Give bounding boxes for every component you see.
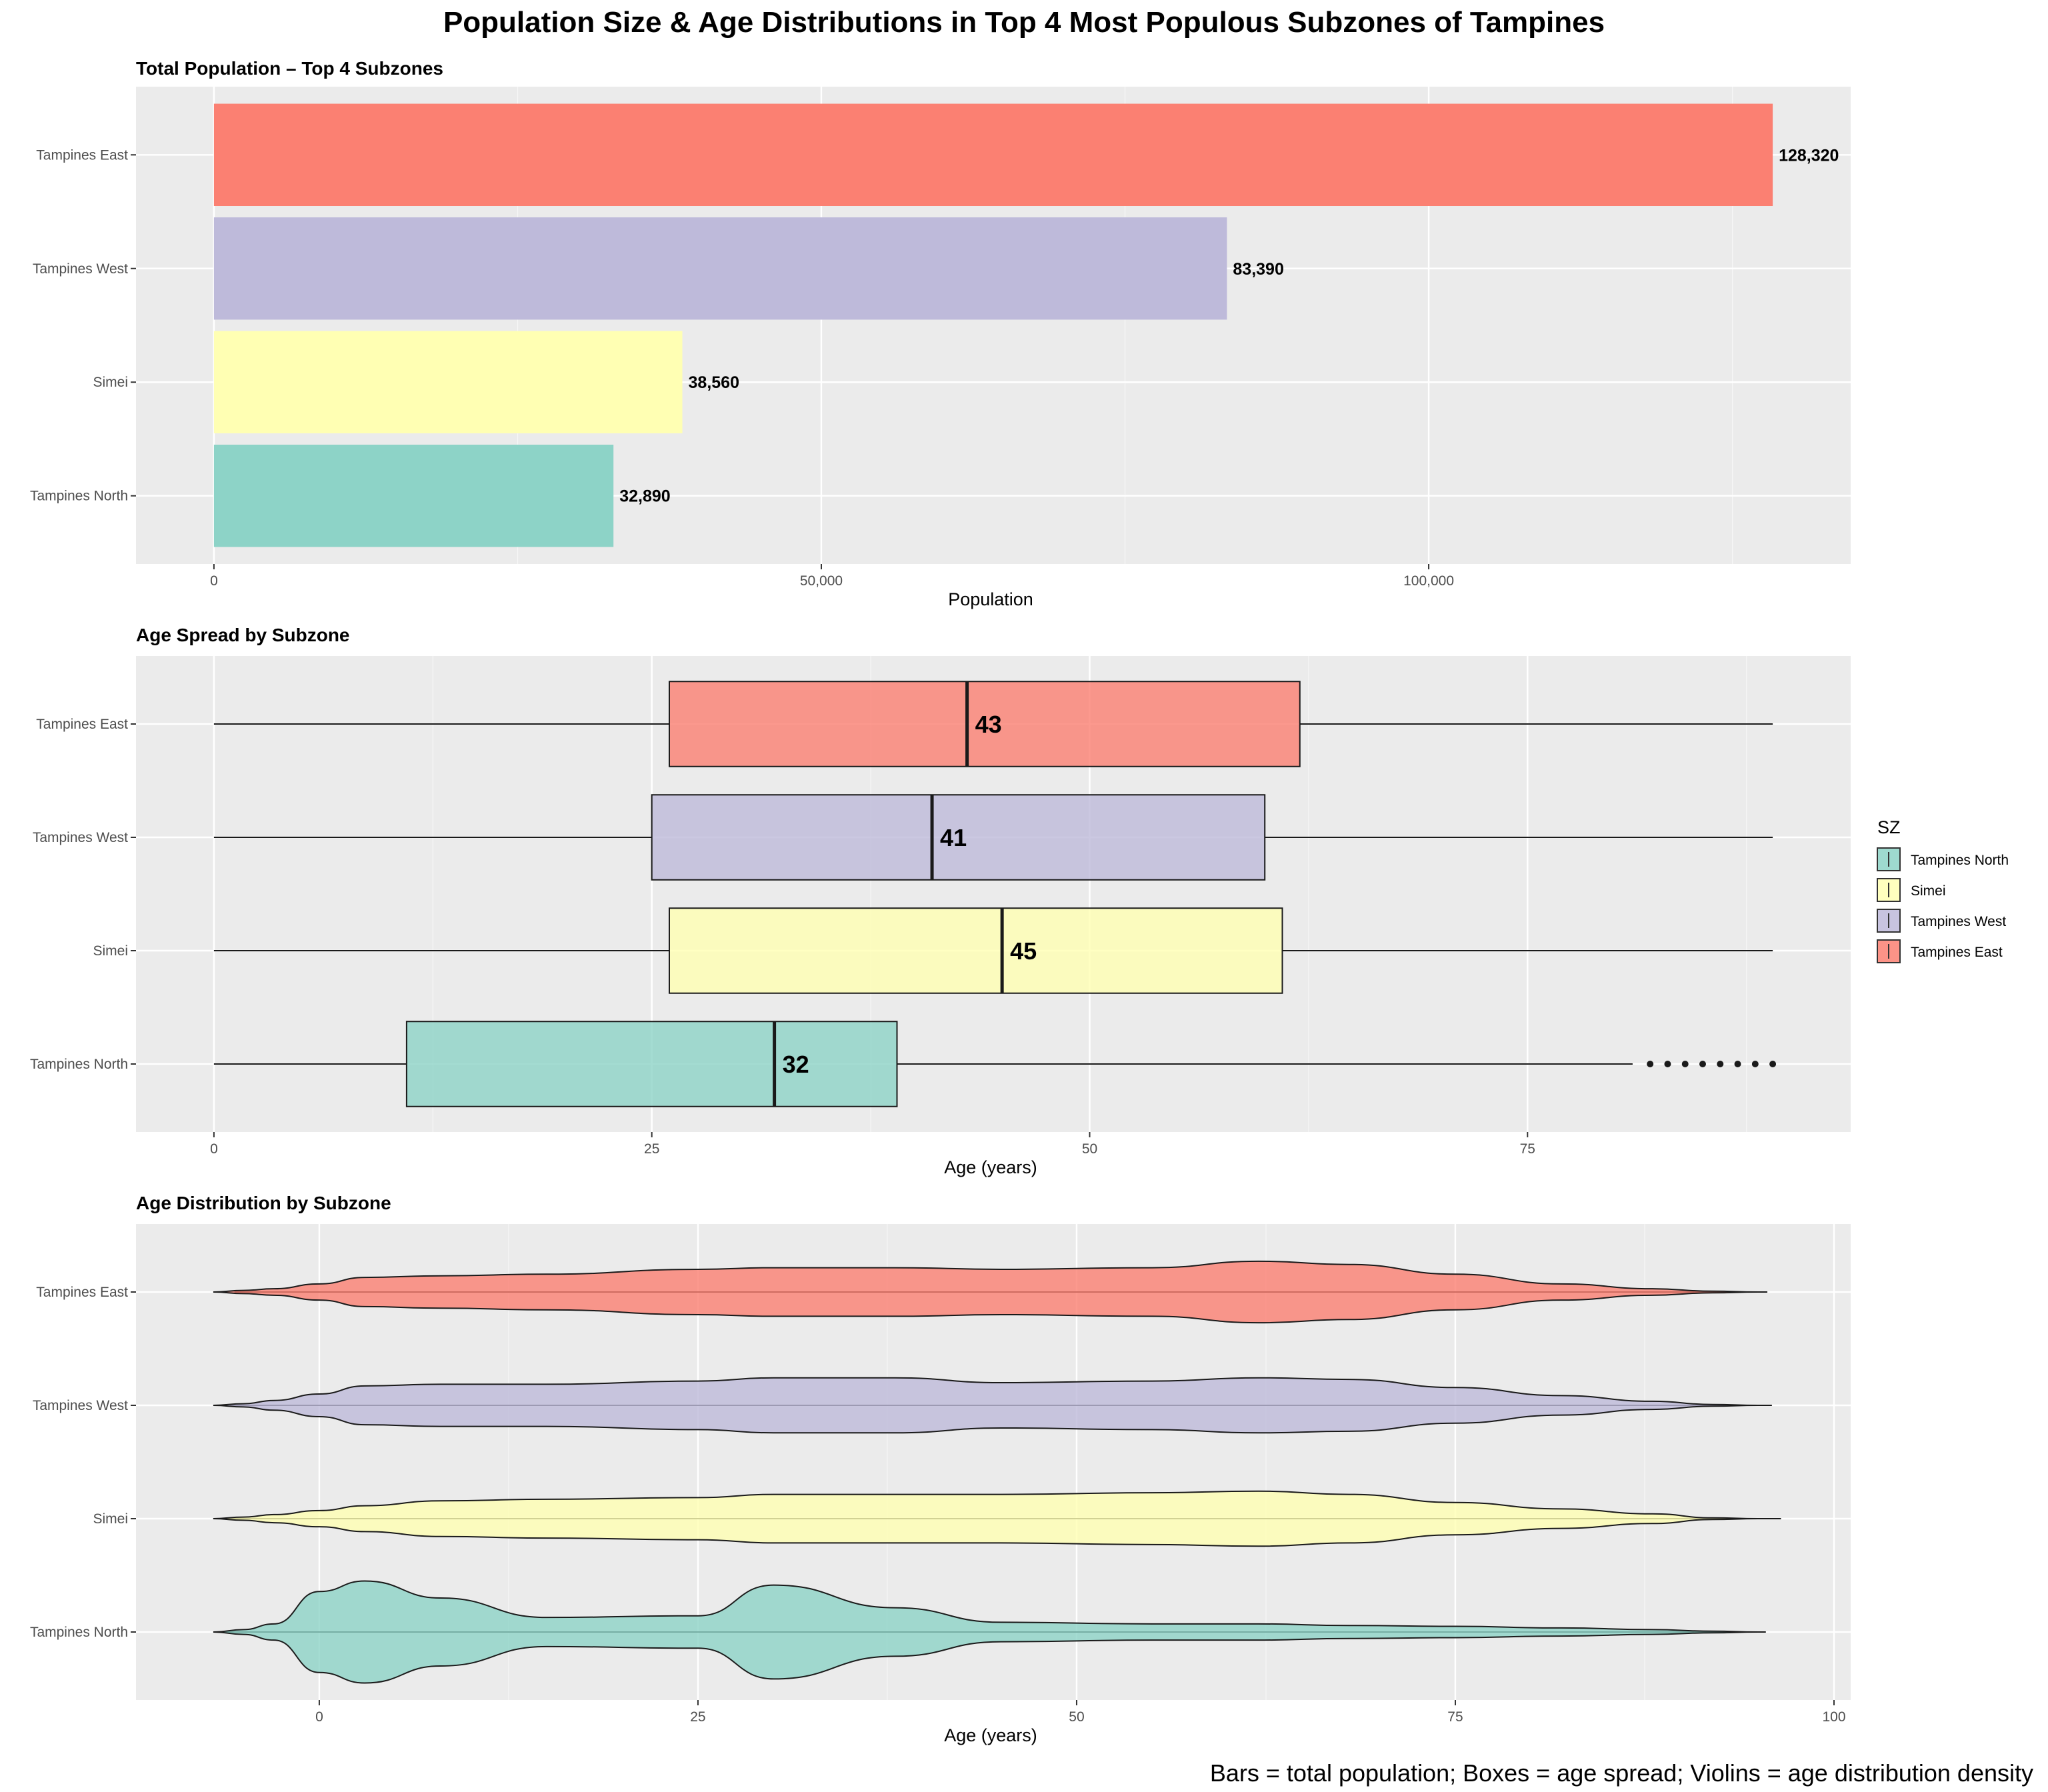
bar-value-label-tampines-east: 128,320 [1779, 146, 1839, 165]
legend-label-tampines-east: Tampines East [1911, 945, 2003, 960]
bar-category-label-tampines-north: Tampines North [30, 489, 128, 504]
violin-tampines-west [213, 1377, 1759, 1434]
violin-tampines-north [213, 1580, 1759, 1684]
box-panel-title: Age Spread by Subzone [136, 625, 350, 645]
age-box-panel: Age Spread by Subzone Age (years) 0 25 50 7… [30, 625, 1851, 1177]
bar-category-label-tampines-east: Tampines East [36, 147, 128, 163]
bar-value-label-tampines-north: 32,890 [619, 487, 670, 506]
bar-category-label-simei: Simei [93, 375, 128, 390]
age-violin-panel: Age Distribution by Subzone Age (years) … [30, 1193, 1851, 1745]
bar-value-label-simei: 38,560 [689, 373, 739, 392]
box-median-label-tampines-north: 32 [783, 1051, 809, 1078]
legend-label-tampines-west: Tampines West [1911, 914, 2006, 929]
box-outlier-point [1769, 1061, 1777, 1067]
bar-x-tick-label: 0 [210, 573, 218, 589]
bar-x-axis-label: Population [948, 589, 1033, 609]
box-category-label-simei: Simei [93, 943, 128, 959]
box-median-label-tampines-east: 43 [975, 711, 1002, 738]
violin-x-tick-label: 0 [315, 1709, 323, 1725]
box-simei [668, 907, 1283, 994]
box-category-label-tampines-north: Tampines North [30, 1057, 128, 1072]
violin-tampines-east [213, 1260, 1759, 1324]
box-tampines-north [405, 1021, 898, 1107]
bar-x-tick-label: 50,000 [800, 573, 843, 589]
figure-caption: Bars = total population; Boxes = age spr… [1210, 1759, 2033, 1787]
bar-category-label-tampines-west: Tampines West [33, 261, 128, 277]
bar-value-label-tampines-west: 83,390 [1233, 260, 1283, 279]
box-x-tick-label: 0 [210, 1141, 218, 1157]
violin-category-label-tampines-west: Tampines West [33, 1398, 128, 1413]
violin-x-axis-label: Age (years) [944, 1725, 1037, 1745]
violin-x-tick-label: 75 [1447, 1709, 1463, 1725]
box-outlier-point [1734, 1061, 1741, 1067]
box-outlier-point [1717, 1061, 1724, 1067]
box-x-axis-label: Age (years) [944, 1157, 1037, 1177]
bar-x-tick-label: 100,000 [1403, 573, 1454, 589]
box-outlier-point [1699, 1061, 1707, 1067]
box-outlier-point [1647, 1061, 1654, 1067]
legend-label-tampines-north: Tampines North [1911, 853, 2009, 868]
population-bar-panel: Total Population – Top 4 Subzones Popula… [30, 58, 1851, 609]
box-median-label-tampines-west: 41 [940, 824, 967, 851]
legend-label-simei: Simei [1911, 883, 1946, 899]
violin-category-label-simei: Simei [93, 1511, 128, 1527]
box-tampines-east [668, 681, 1301, 767]
violin-simei [213, 1490, 1759, 1547]
box-outlier-point [1681, 1061, 1689, 1067]
box-category-label-tampines-east: Tampines East [36, 717, 128, 732]
violin-x-tick-label: 25 [690, 1709, 705, 1725]
legend-key-simei [1877, 878, 1901, 902]
box-x-tick-label: 25 [644, 1141, 659, 1157]
box-median-label-simei: 45 [1010, 937, 1037, 965]
violin-category-label-tampines-east: Tampines East [36, 1285, 128, 1300]
box-outlier-point [1751, 1061, 1759, 1067]
bar-tampines-east [213, 103, 1773, 206]
violin-x-tick-label: 50 [1069, 1709, 1084, 1725]
figure-title: Population Size & Age Distributions in T… [443, 6, 1605, 39]
box-category-label-tampines-west: Tampines West [33, 830, 128, 845]
violin-panel-title: Age Distribution by Subzone [136, 1193, 391, 1213]
legend: SZ Tampines North Simei Tampines West Tampi… [1877, 817, 2009, 963]
legend-title: SZ [1877, 817, 1901, 837]
box-x-tick-label: 75 [1520, 1141, 1535, 1157]
bar-simei [213, 331, 683, 433]
box-outlier-point [1664, 1061, 1671, 1067]
box-x-tick-label: 50 [1082, 1141, 1097, 1157]
box-tampines-west [651, 794, 1266, 881]
bar-tampines-north [213, 445, 614, 547]
bar-panel-title: Total Population – Top 4 Subzones [136, 58, 443, 79]
bar-tampines-west [213, 217, 1227, 320]
violin-x-tick-label: 100 [1822, 1709, 1845, 1725]
violin-category-label-tampines-north: Tampines North [30, 1625, 128, 1640]
